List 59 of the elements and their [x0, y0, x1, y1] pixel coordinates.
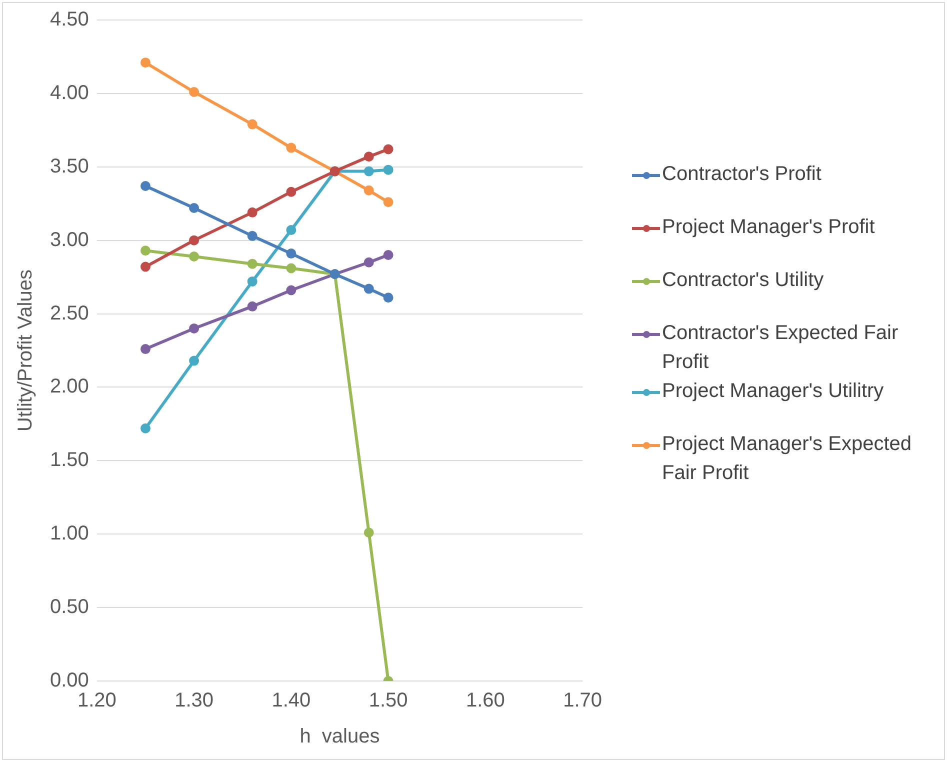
point: [140, 423, 150, 434]
x-tick-label: 1.60: [466, 690, 505, 712]
point: [364, 528, 374, 538]
point: [364, 284, 374, 294]
legend-label: Project Manager's Expected Fair Profit: [662, 432, 913, 486]
point: [140, 180, 150, 191]
point: [286, 263, 296, 274]
point: [247, 230, 258, 241]
y-tick-label: 1.00: [50, 522, 89, 545]
point: [383, 144, 394, 154]
y-tick-label: 2.50: [50, 302, 89, 324]
x-axis-title: h values: [300, 726, 380, 748]
x-tick-label: 1.30: [174, 690, 214, 712]
point: [247, 258, 258, 269]
y-tick-label: 0.50: [50, 596, 89, 618]
y-tick-label: 2.00: [50, 376, 89, 398]
x-tick-label: 1.50: [368, 690, 408, 712]
point: [364, 152, 374, 162]
point: [140, 262, 150, 272]
point: [286, 225, 296, 236]
x-tick-label: 1.70: [563, 690, 602, 712]
point: [189, 356, 200, 366]
point: [383, 250, 394, 260]
y-tick-label: 3.50: [50, 155, 89, 178]
point: [286, 186, 296, 197]
y-tick-label: 4.00: [50, 82, 89, 104]
legend-label: Project Manager's Profit: [662, 215, 875, 240]
y-axis-title: Utlity/Profit Values: [14, 270, 37, 432]
point: [383, 292, 394, 303]
point: [189, 251, 200, 262]
y-tick-label: 4.50: [50, 8, 89, 31]
point: [189, 203, 200, 214]
point: [383, 197, 394, 208]
point: [286, 142, 296, 153]
point: [140, 58, 150, 68]
point: [140, 344, 150, 354]
legend-label: Project Manager's Utilitry: [662, 379, 884, 404]
point: [247, 276, 258, 286]
point: [364, 185, 374, 196]
point: [140, 246, 150, 256]
legend-label: Contractor's Utility: [662, 268, 824, 293]
point: [247, 119, 258, 130]
point: [364, 166, 374, 176]
point: [286, 248, 296, 259]
point: [189, 323, 200, 334]
point: [247, 301, 258, 312]
y-tick-label: 3.00: [50, 228, 89, 251]
legend-label: Contractor's Expected Fair Profit: [662, 321, 900, 375]
point: [383, 164, 394, 175]
point: [364, 257, 374, 268]
y-tick-label: 1.50: [50, 449, 89, 472]
point: [286, 285, 296, 296]
point: [247, 207, 258, 218]
point: [189, 86, 200, 97]
x-tick-label: 1.20: [77, 690, 116, 712]
point: [189, 235, 200, 246]
y-tick-label: 0.00: [50, 670, 89, 692]
x-tick-label: 1.40: [272, 690, 311, 712]
legend-label: Contractor's Profit: [662, 162, 822, 187]
